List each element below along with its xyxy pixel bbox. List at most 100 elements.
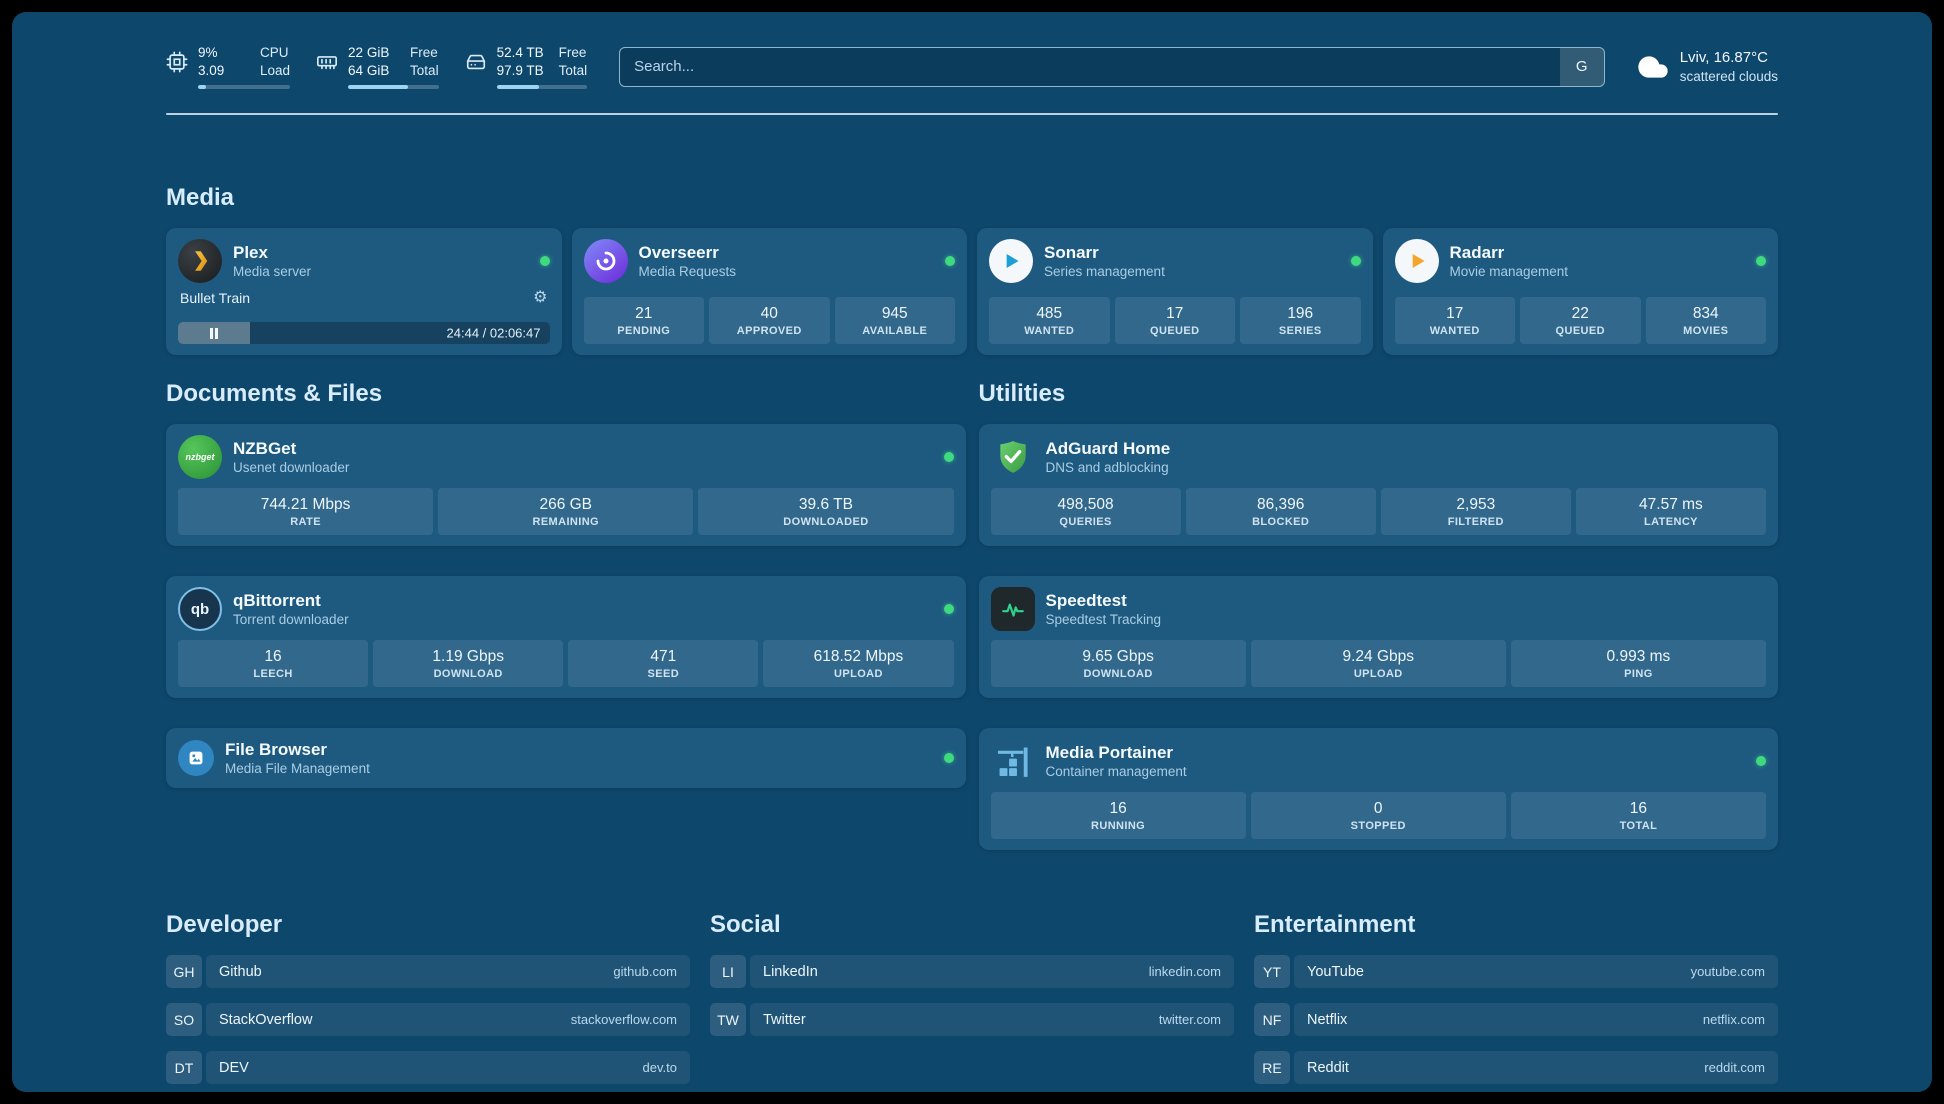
cpu-usage-value: 9% bbox=[198, 45, 218, 60]
service-name: AdGuard Home bbox=[1045, 439, 1171, 458]
service-card-filebrowser[interactable]: File Browser Media File Management bbox=[166, 728, 966, 788]
service-card-adguard[interactable]: AdGuard Home DNS and adblocking 498,508 … bbox=[978, 424, 1778, 546]
stat-label: WANTED bbox=[1429, 325, 1480, 337]
stat-label: DOWNLOADED bbox=[783, 516, 869, 528]
stat-label: RUNNING bbox=[1091, 820, 1146, 832]
bookmark-netflix[interactable]: NF Netflix netflix.com bbox=[1254, 1003, 1778, 1036]
overseerr-titles: Overseerr Media Requests bbox=[639, 242, 935, 280]
adguard-titles: AdGuard Home DNS and adblocking bbox=[1046, 438, 1767, 476]
overseerr-header: Overseerr Media Requests bbox=[583, 239, 955, 283]
service-subtitle: Movie management bbox=[1449, 264, 1569, 279]
stat-tile: 22 QUEUED bbox=[1520, 297, 1641, 344]
bookmark-name: StackOverflow bbox=[219, 1011, 313, 1028]
stat-tile: 744.21 Mbps RATE bbox=[178, 488, 434, 535]
filebrowser-header: File Browser Media File Management bbox=[178, 739, 954, 777]
disk-free-value: 52.4 TB bbox=[496, 45, 544, 60]
memory-progress-bar bbox=[348, 85, 439, 89]
status-dot bbox=[945, 256, 955, 266]
memory-widget: 22 GiB 64 GiB Free Total bbox=[316, 44, 439, 89]
service-card-sonarr[interactable]: Sonarr Series management 485 WANTED 17 Q… bbox=[977, 228, 1373, 355]
bookmark-github[interactable]: GH Github github.com bbox=[166, 955, 690, 988]
status-dot bbox=[1756, 256, 1766, 266]
stat-value: 485 bbox=[1036, 305, 1063, 322]
bookmark-bar: StackOverflow stackoverflow.com bbox=[206, 1003, 690, 1036]
service-card-portainer[interactable]: Media Portainer Container management 16 … bbox=[978, 728, 1778, 850]
stat-value: 39.6 TB bbox=[798, 496, 853, 513]
service-card-plex[interactable]: Plex Media server Bullet Train ⚙ 24:44 /… bbox=[166, 228, 562, 355]
bookmark-abbr: TW bbox=[710, 1003, 746, 1036]
stat-tile: 266 GB REMAINING bbox=[438, 488, 694, 535]
utilities-section-title: Utilities bbox=[978, 380, 1066, 407]
bookmark-name: DEV bbox=[219, 1059, 249, 1076]
stat-value: 40 bbox=[760, 305, 778, 322]
stat-value: 1.19 Gbps bbox=[432, 648, 504, 665]
search-input[interactable] bbox=[619, 46, 1605, 87]
service-subtitle: Series management bbox=[1044, 264, 1165, 279]
stat-tile: 618.52 Mbps UPLOAD bbox=[763, 640, 954, 687]
bookmark-abbr: SO bbox=[166, 1003, 202, 1036]
now-playing-title: Bullet Train bbox=[180, 290, 251, 306]
bookmark-abbr: NF bbox=[1254, 1003, 1290, 1036]
playback-progress-track[interactable]: 24:44 / 02:06:47 bbox=[178, 322, 550, 344]
filebrowser-icon bbox=[178, 740, 214, 776]
status-dot bbox=[943, 753, 954, 763]
bookmark-stackoverflow[interactable]: SO StackOverflow stackoverflow.com bbox=[166, 1003, 690, 1036]
entertainment-group-title: Entertainment bbox=[1254, 911, 1416, 938]
stat-value: 2,953 bbox=[1456, 496, 1496, 513]
system-widgets: 9% 3.09 CPU Load bbox=[166, 44, 588, 89]
bookmark-name: Twitter bbox=[763, 1011, 806, 1028]
gear-icon[interactable]: ⚙ bbox=[533, 289, 548, 306]
bookmark-dev[interactable]: DT DEV dev.to bbox=[166, 1051, 690, 1084]
stat-tile: 47.57 ms LATENCY bbox=[1575, 488, 1766, 535]
overseerr-icon bbox=[583, 239, 628, 283]
stat-label: UPLOAD bbox=[834, 668, 883, 680]
service-subtitle: DNS and adblocking bbox=[1045, 460, 1169, 475]
stat-value: 16 bbox=[1109, 800, 1127, 817]
bookmark-bar: Twitter twitter.com bbox=[750, 1003, 1234, 1036]
search-provider-button[interactable]: G bbox=[1559, 47, 1604, 86]
stat-value: 22 bbox=[1571, 305, 1589, 322]
service-card-speedtest[interactable]: Speedtest Speedtest Tracking 9.65 Gbps D… bbox=[978, 576, 1778, 698]
service-name: Overseerr bbox=[638, 243, 719, 262]
plex-header: Plex Media server bbox=[178, 239, 550, 283]
stat-value: 266 GB bbox=[539, 496, 593, 513]
status-dot bbox=[539, 256, 550, 266]
service-card-qbittorrent[interactable]: qb qBittorrent Torrent downloader 16 LEE… bbox=[166, 576, 966, 698]
overseerr-stats: 21 PENDING 40 APPROVED 945 AVAILABLE bbox=[583, 288, 955, 344]
service-subtitle: Container management bbox=[1045, 764, 1187, 779]
stat-label: DOWNLOAD bbox=[1083, 668, 1153, 680]
service-card-radarr[interactable]: Radarr Movie management 17 WANTED 22 QUE… bbox=[1382, 228, 1778, 355]
status-dot bbox=[1350, 256, 1361, 266]
pause-icon[interactable] bbox=[210, 327, 219, 339]
bookmark-reddit[interactable]: RE Reddit reddit.com bbox=[1254, 1051, 1778, 1084]
bookmark-twitter[interactable]: TW Twitter twitter.com bbox=[710, 1003, 1234, 1036]
service-card-nzbget[interactable]: nzbget NZBGet Usenet downloader 744.21 M… bbox=[166, 424, 966, 546]
nzbget-header: nzbget NZBGet Usenet downloader bbox=[178, 435, 954, 479]
status-dot bbox=[943, 452, 954, 462]
stat-tile: 40 APPROVED bbox=[709, 297, 830, 344]
stat-tile: 945 AVAILABLE bbox=[834, 297, 955, 344]
bookmark-url: linkedin.com bbox=[1148, 964, 1221, 979]
sonarr-icon bbox=[989, 239, 1033, 283]
stat-tile: 86,396 BLOCKED bbox=[1185, 488, 1376, 535]
bookmark-youtube[interactable]: YT YouTube youtube.com bbox=[1254, 955, 1778, 988]
stat-label: UPLOAD bbox=[1353, 668, 1403, 680]
weather-widget: Lviv, 16.87°C scattered clouds bbox=[1637, 48, 1778, 86]
stat-value: 21 bbox=[635, 305, 653, 322]
service-card-overseerr[interactable]: Overseerr Media Requests 21 PENDING 40 A… bbox=[571, 228, 967, 355]
stat-value: 9.24 Gbps bbox=[1342, 648, 1414, 665]
bookmark-url: reddit.com bbox=[1704, 1060, 1765, 1075]
bookmark-linkedin[interactable]: LI LinkedIn linkedin.com bbox=[710, 955, 1234, 988]
speedtest-titles: Speedtest Speedtest Tracking bbox=[1046, 590, 1767, 628]
documents-column: Documents & Files nzbget NZBGet Usenet d… bbox=[166, 379, 966, 850]
bookmark-group-social: Social LI LinkedIn linkedin.com TW Twitt… bbox=[710, 910, 1234, 1092]
stat-value: 16 bbox=[1629, 800, 1648, 817]
stat-label: PING bbox=[1624, 668, 1653, 680]
stat-label: QUERIES bbox=[1059, 516, 1112, 528]
bookmark-bar: Reddit reddit.com bbox=[1294, 1051, 1778, 1084]
service-subtitle: Media Requests bbox=[638, 264, 737, 279]
stat-label: QUEUED bbox=[1555, 325, 1605, 337]
topbar: 9% 3.09 CPU Load bbox=[166, 12, 1778, 89]
bookmark-url: stackoverflow.com bbox=[570, 1012, 677, 1027]
